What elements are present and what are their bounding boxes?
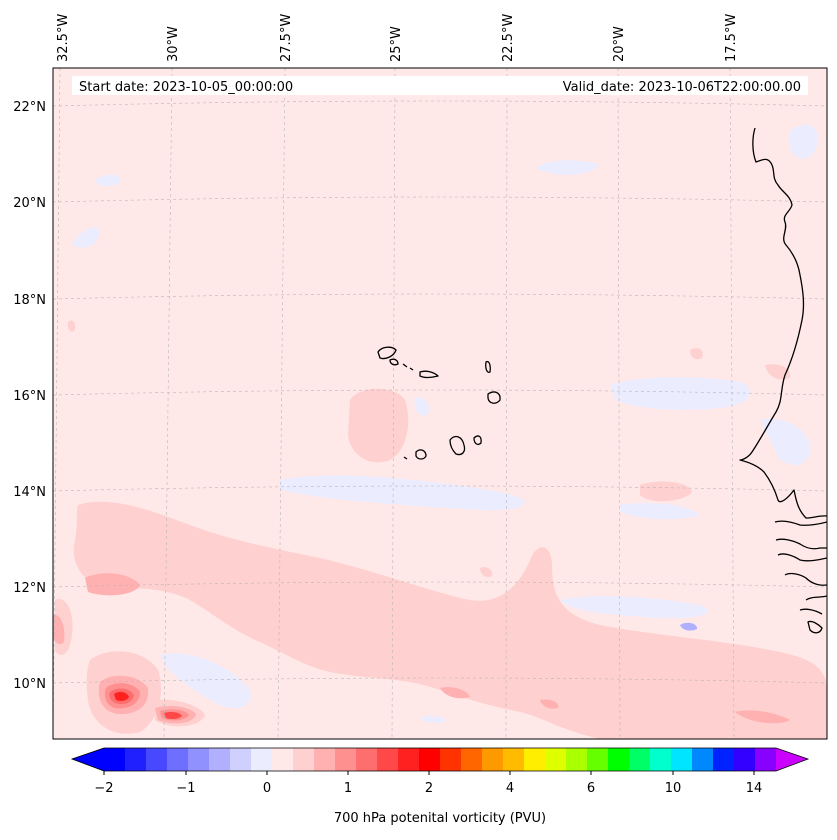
latitude-labels: 22°N 20°N 18°N 16°N 14°N 12°N 10°N <box>13 100 46 692</box>
colorbar-segment <box>293 748 315 771</box>
senegal-coast <box>774 520 827 634</box>
cbar-tick-label: 1 <box>344 781 352 796</box>
pv-negative-blob <box>680 622 698 631</box>
lon-label-32-5w: 32.5°W <box>56 14 71 62</box>
graticule <box>53 68 827 739</box>
colorbar-segment <box>251 748 273 771</box>
colorbar-segment <box>650 748 672 771</box>
colorbar-segment <box>545 748 567 771</box>
colorbar-segment <box>566 748 588 771</box>
lat-label-22n: 22°N <box>13 100 46 115</box>
positive-pv-cores <box>53 573 790 724</box>
lat-label-12n: 12°N <box>13 581 46 596</box>
longitude-labels: 32.5°W 30°W 27.5°W 25°W 22.5°W 20°W 17.5… <box>56 14 739 62</box>
banner-background <box>72 76 808 95</box>
lon-label-22-5w: 22.5°W <box>501 14 516 62</box>
colorbar-segment <box>125 748 147 771</box>
colorbar: −2 −1 0 1 2 4 6 10 14 700 hPa potenital … <box>70 747 810 826</box>
colorbar-segment <box>440 748 462 771</box>
colorbar-segment <box>209 748 231 771</box>
colorbar-segment <box>230 748 252 771</box>
lat-label-14n: 14°N <box>13 485 46 500</box>
colorbar-segments <box>104 748 777 771</box>
colorbar-segment <box>482 748 504 771</box>
colorbar-segment <box>314 748 336 771</box>
colorbar-segment <box>335 748 357 771</box>
colorbar-segment <box>692 748 714 771</box>
lon-label-30w: 30°W <box>166 26 181 62</box>
colorbar-segment <box>104 748 126 771</box>
colorbar-segment <box>356 748 378 771</box>
cbar-tick-label: 4 <box>506 781 514 796</box>
colorbar-segment <box>629 748 651 771</box>
colorbar-segment <box>503 748 525 771</box>
africa-coastline <box>739 127 827 519</box>
colorbar-segment <box>461 748 483 771</box>
lat-label-10n: 10°N <box>13 677 46 692</box>
colorbar-segment <box>713 748 735 771</box>
colorbar-segment <box>377 748 399 771</box>
map-frame <box>52 67 828 740</box>
colorbar-segment <box>398 748 420 771</box>
cbar-tick-label: −1 <box>176 781 195 796</box>
lat-label-16n: 16°N <box>13 389 46 404</box>
colorbar-segment <box>587 748 609 771</box>
cbar-tick-label: −2 <box>94 781 113 796</box>
colorbar-segment <box>188 748 210 771</box>
cbar-tick-label: 10 <box>665 781 682 796</box>
colorbar-title: 700 hPa potenital vorticity (PVU) <box>334 811 546 826</box>
colorbar-ticks <box>103 771 755 775</box>
colorbar-segment <box>608 748 630 771</box>
colorbar-segment <box>146 748 168 771</box>
colorbar-segment <box>419 748 441 771</box>
colorbar-under-arrow <box>72 748 104 771</box>
map-panel: Start date: 2023-10-05_00:00:00 Valid_da… <box>53 68 827 739</box>
valid-date-text: Valid_date: 2023-10-06T22:00:00.00 <box>563 80 801 95</box>
cbar-tick-label: 6 <box>587 781 595 796</box>
lon-label-20w: 20°W <box>612 26 627 62</box>
date-banner: Start date: 2023-10-05_00:00:00 Valid_da… <box>72 76 808 95</box>
start-date-text: Start date: 2023-10-05_00:00:00 <box>79 80 293 95</box>
lon-label-17-5w: 17.5°W <box>724 14 739 62</box>
lat-label-20n: 20°N <box>13 196 46 211</box>
lon-label-25w: 25°W <box>389 26 404 62</box>
lon-label-27-5w: 27.5°W <box>279 14 294 62</box>
colorbar-segment <box>524 748 546 771</box>
colorbar-segment <box>734 748 756 771</box>
cbar-tick-label: 14 <box>746 781 763 796</box>
colorbar-segment <box>671 748 693 771</box>
colorbar-tick-labels: −2 −1 0 1 2 4 6 10 14 <box>94 781 762 796</box>
cape-verde-islands <box>377 346 501 460</box>
lat-label-18n: 18°N <box>13 293 46 308</box>
cbar-tick-label: 0 <box>263 781 271 796</box>
colorbar-segment <box>272 748 294 771</box>
colorbar-over-arrow <box>776 748 808 771</box>
coastline <box>377 127 827 634</box>
colorbar-segment <box>167 748 189 771</box>
colorbar-segment <box>755 748 777 771</box>
cbar-tick-label: 2 <box>425 781 433 796</box>
